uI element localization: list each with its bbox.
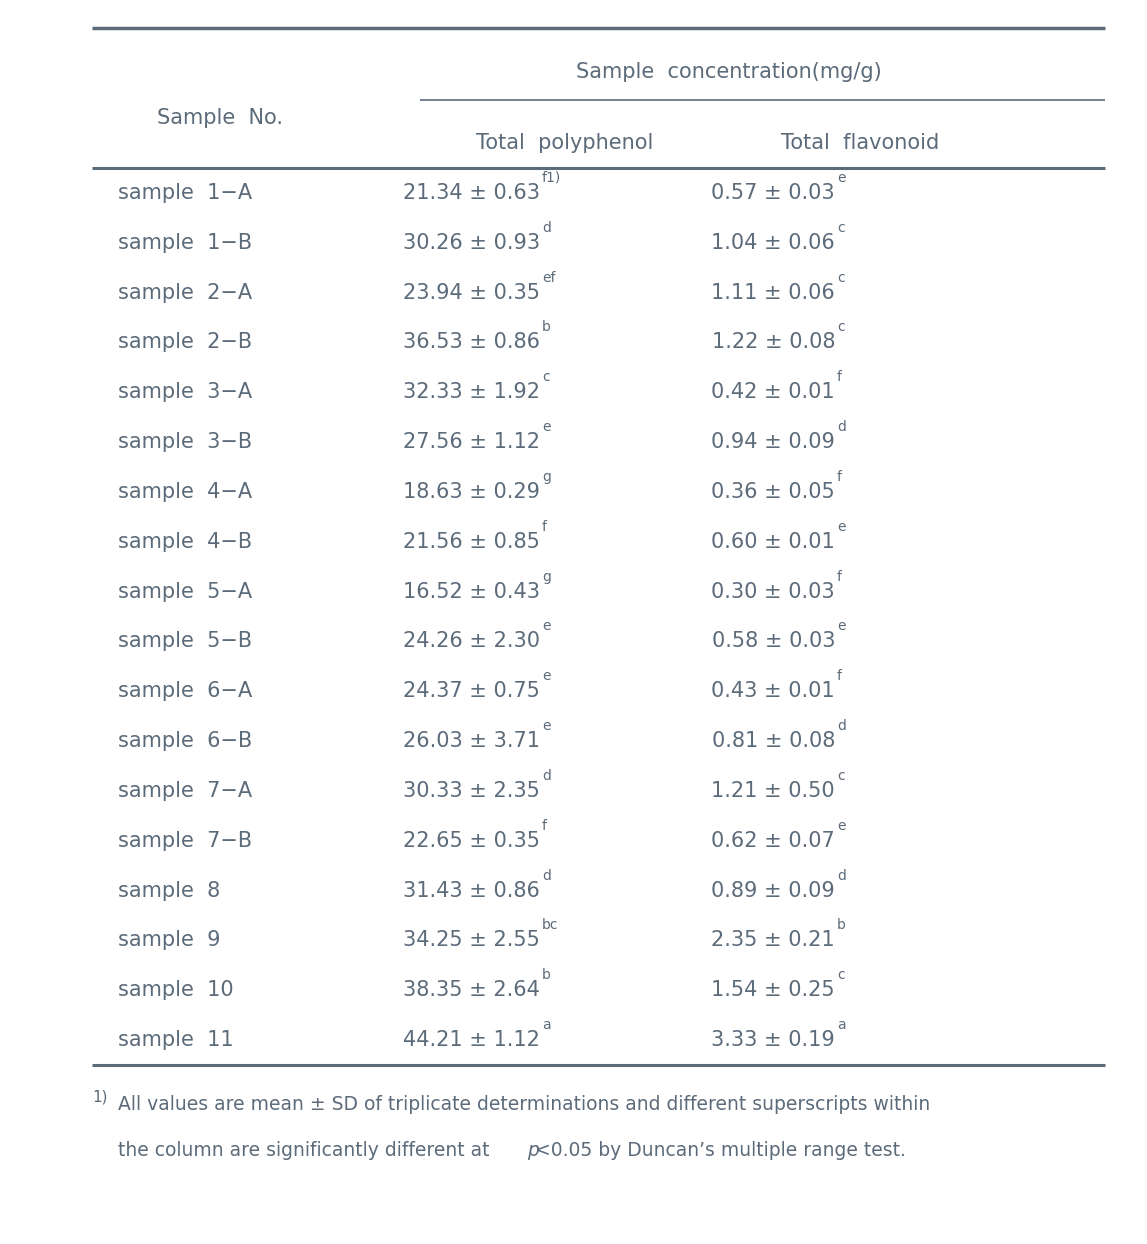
Text: sample  3−B: sample 3−B [118,432,252,452]
Text: g: g [543,570,551,583]
Text: 24.37 ± 0.75: 24.37 ± 0.75 [403,682,540,702]
Text: c: c [837,321,844,335]
Text: 21.34 ± 0.63: 21.34 ± 0.63 [403,183,540,203]
Text: 27.56 ± 1.12: 27.56 ± 1.12 [403,432,540,452]
Text: c: c [543,371,549,384]
Text: d: d [837,420,845,434]
Text: f: f [837,570,842,583]
Text: sample  8: sample 8 [118,881,220,901]
Text: 38.35 ± 2.64: 38.35 ± 2.64 [403,980,540,1000]
Text: the column are significantly different at: the column are significantly different a… [118,1141,496,1159]
Text: 0.81 ± 0.08: 0.81 ± 0.08 [711,731,835,751]
Text: d: d [837,868,845,883]
Text: sample  11: sample 11 [118,1030,234,1050]
Text: 34.25 ± 2.55: 34.25 ± 2.55 [403,931,540,950]
Text: f: f [837,669,842,683]
Text: e: e [543,669,551,683]
Text: 23.94 ± 0.35: 23.94 ± 0.35 [403,282,540,302]
Text: 30.33 ± 2.35: 30.33 ± 2.35 [403,781,540,801]
Text: 0.30 ± 0.03: 0.30 ± 0.03 [711,582,835,602]
Text: sample  9: sample 9 [118,931,220,950]
Text: d: d [543,868,551,883]
Text: 1.21 ± 0.50: 1.21 ± 0.50 [711,781,835,801]
Text: 0.42 ± 0.01: 0.42 ± 0.01 [711,382,835,402]
Text: sample  4−B: sample 4−B [118,531,252,552]
Text: c: c [837,968,844,983]
Text: e: e [543,620,551,633]
Text: c: c [837,220,844,235]
Text: 26.03 ± 3.71: 26.03 ± 3.71 [403,731,540,751]
Text: <0.05 by Duncan’s multiple range test.: <0.05 by Duncan’s multiple range test. [536,1141,906,1159]
Text: a: a [543,1018,551,1033]
Text: f: f [543,520,547,534]
Text: bc: bc [543,918,559,933]
Text: 0.60 ± 0.01: 0.60 ± 0.01 [711,531,835,552]
Text: ef: ef [543,271,555,285]
Text: 1.11 ± 0.06: 1.11 ± 0.06 [711,282,835,302]
Text: 1.22 ± 0.08: 1.22 ± 0.08 [711,332,835,352]
Text: 30.26 ± 0.93: 30.26 ± 0.93 [403,233,540,253]
Text: d: d [543,220,551,235]
Text: g: g [543,470,551,484]
Text: b: b [543,968,551,983]
Text: e: e [837,819,845,832]
Text: b: b [543,321,551,335]
Text: sample  3−A: sample 3−A [118,382,252,402]
Text: 22.65 ± 0.35: 22.65 ± 0.35 [403,831,540,851]
Text: f: f [837,470,842,484]
Text: a: a [837,1018,845,1033]
Text: 1.54 ± 0.25: 1.54 ± 0.25 [711,980,835,1000]
Text: sample  7−A: sample 7−A [118,781,252,801]
Text: c: c [837,271,844,285]
Text: sample  5−B: sample 5−B [118,632,252,652]
Text: 0.57 ± 0.03: 0.57 ± 0.03 [711,183,835,203]
Text: sample  6−B: sample 6−B [118,731,252,751]
Text: 0.36 ± 0.05: 0.36 ± 0.05 [711,481,835,501]
Text: sample  7−B: sample 7−B [118,831,252,851]
Text: sample  10: sample 10 [118,980,234,1000]
Text: Total  flavonoid: Total flavonoid [781,133,939,153]
Text: All values are mean ± SD of triplicate determinations and different superscripts: All values are mean ± SD of triplicate d… [118,1096,930,1115]
Text: Total  polyphenol: Total polyphenol [476,133,654,153]
Text: Sample  No.: Sample No. [157,108,283,128]
Text: sample  4−A: sample 4−A [118,481,252,501]
Text: f: f [543,819,547,832]
Text: e: e [837,170,845,185]
Text: c: c [837,769,844,782]
Text: 0.89 ± 0.09: 0.89 ± 0.09 [711,881,835,901]
Text: f1): f1) [543,170,561,185]
Text: 31.43 ± 0.86: 31.43 ± 0.86 [403,881,540,901]
Text: 21.56 ± 0.85: 21.56 ± 0.85 [403,531,540,552]
Text: f: f [837,371,842,384]
Text: p: p [528,1141,539,1159]
Text: 16.52 ± 0.43: 16.52 ± 0.43 [403,582,540,602]
Text: e: e [837,520,845,534]
Text: 0.62 ± 0.07: 0.62 ± 0.07 [711,831,835,851]
Text: sample  5−A: sample 5−A [118,582,252,602]
Text: Sample  concentration(mg/g): Sample concentration(mg/g) [576,62,881,82]
Text: 18.63 ± 0.29: 18.63 ± 0.29 [403,481,540,501]
Text: 2.35 ± 0.21: 2.35 ± 0.21 [711,931,835,950]
Text: sample  1−A: sample 1−A [118,183,252,203]
Text: 32.33 ± 1.92: 32.33 ± 1.92 [403,382,540,402]
Text: sample  2−B: sample 2−B [118,332,252,352]
Text: 0.58 ± 0.03: 0.58 ± 0.03 [711,632,835,652]
Text: e: e [543,420,551,434]
Text: 0.94 ± 0.09: 0.94 ± 0.09 [711,432,835,452]
Text: e: e [543,719,551,733]
Text: sample  1−B: sample 1−B [118,233,252,253]
Text: 24.26 ± 2.30: 24.26 ± 2.30 [403,632,540,652]
Text: 1): 1) [92,1090,108,1105]
Text: 44.21 ± 1.12: 44.21 ± 1.12 [403,1030,540,1050]
Text: d: d [543,769,551,782]
Text: sample  6−A: sample 6−A [118,682,252,702]
Text: 3.33 ± 0.19: 3.33 ± 0.19 [711,1030,835,1050]
Text: 0.43 ± 0.01: 0.43 ± 0.01 [711,682,835,702]
Text: d: d [837,719,845,733]
Text: 36.53 ± 0.86: 36.53 ± 0.86 [403,332,540,352]
Text: sample  2−A: sample 2−A [118,282,252,302]
Text: e: e [837,620,845,633]
Text: 1.04 ± 0.06: 1.04 ± 0.06 [711,233,835,253]
Text: b: b [837,918,845,933]
